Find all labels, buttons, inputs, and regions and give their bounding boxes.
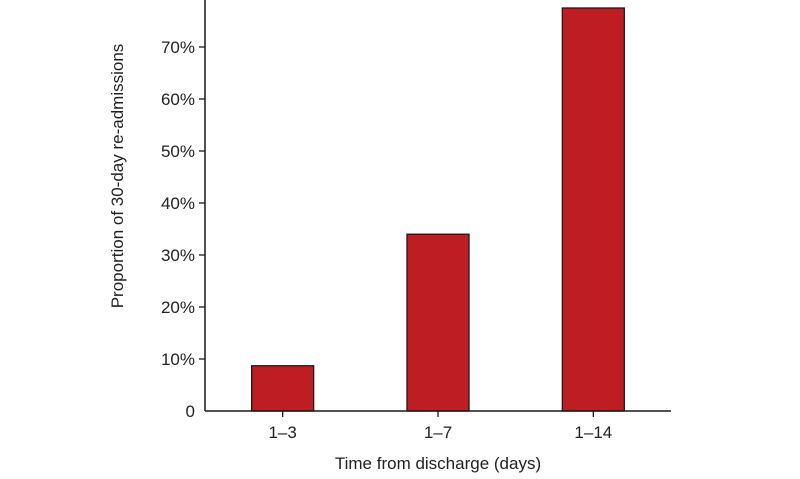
x-tick-label: 1–14 (574, 423, 612, 442)
bar-2 (406, 233, 470, 412)
y-tick-label: 40% (161, 194, 195, 213)
x-axis-title: Time from discharge (days) (335, 454, 541, 473)
x-tick-label: 1–7 (424, 423, 452, 442)
y-tick-label: 30% (161, 246, 195, 265)
y-tick-label: 60% (161, 90, 195, 109)
plot-area: 0 10% 20% 30% 40% 50% 60% 70% 1–3 1–7 1–14 (161, 0, 671, 442)
x-tick-label: 1–3 (268, 423, 296, 442)
y-tick-label: 10% (161, 350, 195, 369)
bars (251, 7, 625, 412)
y-tick-label: 50% (161, 142, 195, 161)
y-tick-label: 0 (186, 402, 195, 421)
y-axis-title: Proportion of 30-day re-admissions (108, 44, 127, 309)
bar-1 (251, 365, 315, 412)
y-tick-label: 70% (161, 38, 195, 57)
bar-3 (561, 7, 625, 412)
y-axis-ticks: 0 10% 20% 30% 40% 50% 60% 70% (161, 38, 205, 421)
y-tick-label: 20% (161, 298, 195, 317)
x-axis-ticks: 1–3 1–7 1–14 (268, 411, 612, 442)
